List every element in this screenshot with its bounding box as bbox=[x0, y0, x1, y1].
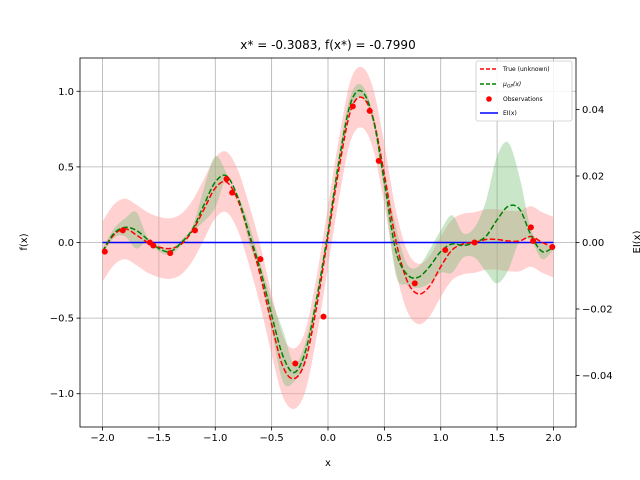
y-axis-ticks: −1.0 −0.5 0.0 0.5 1.0 bbox=[50, 87, 80, 400]
observation-point bbox=[530, 237, 537, 244]
y-tick-label: 0.0 bbox=[58, 238, 74, 249]
observation-point bbox=[527, 224, 534, 231]
observation-point bbox=[320, 313, 327, 320]
observation-point bbox=[366, 107, 373, 114]
observation-point bbox=[375, 157, 382, 164]
legend: True (unknown) μGP(x) Observations EI(x) bbox=[475, 60, 573, 122]
x-axis-label: x bbox=[325, 458, 331, 469]
right-y-axis-ticks: −0.04 −0.02 0.00 0.02 0.04 bbox=[576, 105, 613, 382]
observation-point bbox=[549, 244, 556, 251]
y-tick-label: 0.5 bbox=[58, 162, 74, 173]
legend-ei-label: EI(x) bbox=[503, 110, 517, 117]
chart-title: x* = -0.3083, f(x*) = -0.7990 bbox=[240, 38, 415, 52]
observation-point bbox=[101, 248, 108, 255]
observation-point bbox=[471, 239, 478, 246]
observation-point bbox=[150, 242, 157, 249]
right-y-tick-label: −0.04 bbox=[582, 371, 613, 382]
y-axis-label: f(x) bbox=[19, 233, 30, 250]
observation-point bbox=[191, 227, 198, 234]
x-tick-label: −1.5 bbox=[147, 433, 171, 444]
observation-point bbox=[349, 103, 356, 110]
observation-point bbox=[411, 280, 418, 287]
legend-true-label: True (unknown) bbox=[502, 66, 550, 73]
observation-point bbox=[257, 256, 264, 263]
right-y-tick-label: 0.04 bbox=[582, 105, 604, 116]
right-y-tick-label: 0.00 bbox=[582, 238, 604, 249]
legend-obs-label: Observations bbox=[503, 96, 543, 103]
y-tick-label: −0.5 bbox=[50, 314, 74, 325]
y-tick-label: 1.0 bbox=[58, 87, 74, 98]
observation-point bbox=[442, 247, 449, 254]
x-tick-label: 1.5 bbox=[489, 433, 505, 444]
observation-point bbox=[292, 360, 299, 367]
x-tick-label: −0.5 bbox=[259, 433, 283, 444]
observation-points bbox=[101, 103, 556, 367]
x-tick-label: 0.0 bbox=[320, 433, 336, 444]
observation-point bbox=[229, 189, 236, 196]
x-tick-label: −1.0 bbox=[203, 433, 227, 444]
x-tick-label: 1.0 bbox=[433, 433, 449, 444]
observation-point bbox=[167, 250, 174, 257]
x-tick-label: 0.5 bbox=[376, 433, 392, 444]
observation-point bbox=[119, 227, 126, 234]
x-tick-label: −2.0 bbox=[90, 433, 114, 444]
right-y-tick-label: 0.02 bbox=[582, 172, 604, 183]
right-y-tick-label: −0.02 bbox=[582, 304, 613, 315]
legend-obs-swatch bbox=[486, 96, 492, 102]
legend-gp-label: μGP(x) bbox=[502, 81, 521, 90]
y-tick-label: −1.0 bbox=[50, 389, 74, 400]
x-tick-label: 2.0 bbox=[546, 433, 562, 444]
observation-point bbox=[223, 175, 230, 182]
legend-box bbox=[475, 60, 573, 122]
right-y-axis-label: EI(x) bbox=[632, 230, 640, 253]
x-axis-ticks: −2.0 −1.5 −1.0 −0.5 0.0 0.5 1.0 1.5 2.0 bbox=[90, 427, 561, 444]
